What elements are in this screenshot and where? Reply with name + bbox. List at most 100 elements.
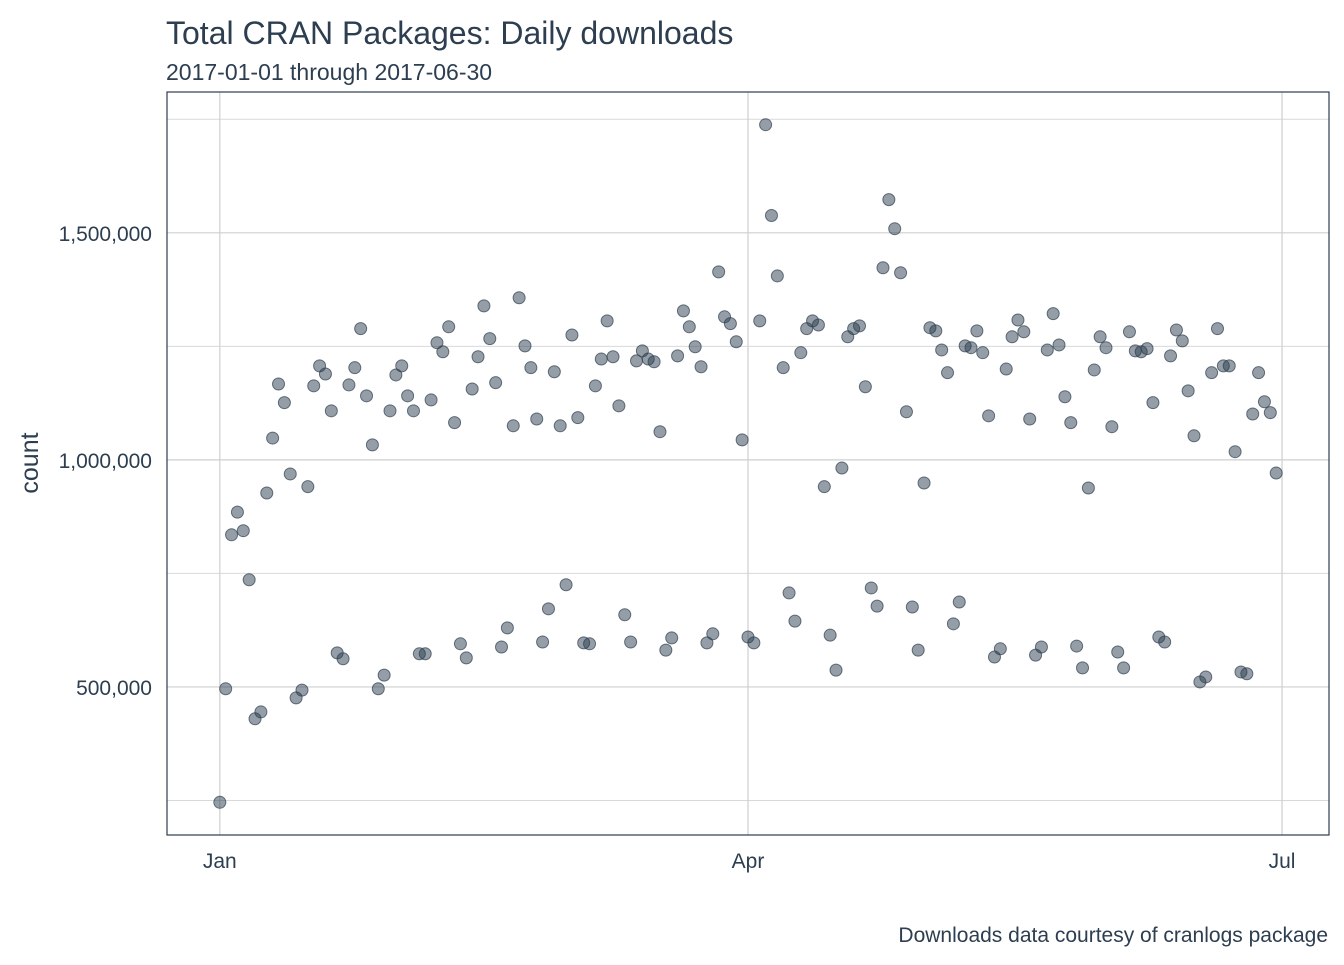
point xyxy=(671,349,685,363)
point xyxy=(471,350,485,364)
point xyxy=(811,318,825,332)
point xyxy=(917,476,931,490)
point xyxy=(406,404,420,418)
point xyxy=(1117,661,1131,675)
point xyxy=(999,362,1013,376)
point xyxy=(1205,366,1219,380)
point xyxy=(1164,349,1178,363)
point xyxy=(266,431,280,445)
point xyxy=(706,627,720,641)
point xyxy=(993,642,1007,656)
point xyxy=(1087,363,1101,377)
point xyxy=(260,486,274,500)
point xyxy=(747,636,761,650)
point xyxy=(307,379,321,393)
point xyxy=(1246,407,1260,421)
plot-border xyxy=(166,91,1330,836)
point xyxy=(970,324,984,338)
point xyxy=(1023,412,1037,426)
point xyxy=(882,193,896,207)
point xyxy=(870,599,884,613)
point xyxy=(536,635,550,649)
point xyxy=(759,118,773,132)
point xyxy=(477,299,491,313)
point xyxy=(694,360,708,374)
point xyxy=(600,314,614,328)
caption: Downloads data courtesy of cranlogs pack… xyxy=(898,924,1328,947)
point xyxy=(500,621,514,635)
x-tick-label: Jan xyxy=(203,850,237,873)
point xyxy=(723,317,737,331)
point xyxy=(982,409,996,423)
point xyxy=(383,404,397,418)
point xyxy=(512,291,526,305)
point xyxy=(618,608,632,622)
point xyxy=(1228,445,1242,459)
point xyxy=(301,480,315,494)
point xyxy=(1076,661,1090,675)
point xyxy=(1252,366,1266,380)
point xyxy=(336,652,350,666)
point xyxy=(1146,396,1160,410)
point xyxy=(770,269,784,283)
point xyxy=(817,480,831,494)
point xyxy=(1257,395,1271,409)
point xyxy=(272,377,286,391)
point xyxy=(1210,322,1224,336)
point xyxy=(219,682,233,696)
point xyxy=(495,640,509,654)
point xyxy=(659,643,673,657)
point xyxy=(565,328,579,342)
point xyxy=(377,668,391,682)
point xyxy=(1269,466,1283,480)
point xyxy=(430,336,444,350)
point xyxy=(506,419,520,433)
point xyxy=(794,346,808,360)
point xyxy=(1099,341,1113,355)
point xyxy=(1140,342,1154,356)
point xyxy=(489,376,503,390)
point xyxy=(459,651,473,665)
point xyxy=(1199,670,1213,684)
point xyxy=(647,355,661,369)
point xyxy=(401,389,415,403)
point xyxy=(1158,635,1172,649)
point xyxy=(283,467,297,481)
point xyxy=(571,411,585,425)
point xyxy=(1263,406,1277,420)
point xyxy=(1011,313,1025,327)
point xyxy=(541,602,555,616)
point xyxy=(277,396,291,410)
y-axis-label: count xyxy=(16,432,44,493)
point xyxy=(583,637,597,651)
point xyxy=(682,320,696,334)
point xyxy=(1017,325,1031,339)
point xyxy=(853,319,867,333)
point xyxy=(395,359,409,373)
point xyxy=(348,361,362,375)
point xyxy=(964,341,978,355)
point xyxy=(389,368,403,382)
point xyxy=(1064,416,1078,430)
point xyxy=(665,631,679,645)
point xyxy=(465,382,479,396)
point xyxy=(318,367,332,381)
x-tick-label: Jul xyxy=(1269,850,1296,873)
point xyxy=(342,378,356,392)
point xyxy=(365,438,379,452)
point xyxy=(1111,645,1125,659)
point xyxy=(1181,384,1195,398)
point xyxy=(700,636,714,650)
point xyxy=(952,595,966,609)
point xyxy=(254,705,268,719)
x-tick-label: Apr xyxy=(732,850,765,873)
point xyxy=(588,379,602,393)
point xyxy=(776,361,790,375)
point xyxy=(899,405,913,419)
point xyxy=(929,324,943,338)
point xyxy=(829,663,843,677)
point xyxy=(1005,330,1019,344)
point xyxy=(483,332,497,346)
point xyxy=(894,266,908,280)
